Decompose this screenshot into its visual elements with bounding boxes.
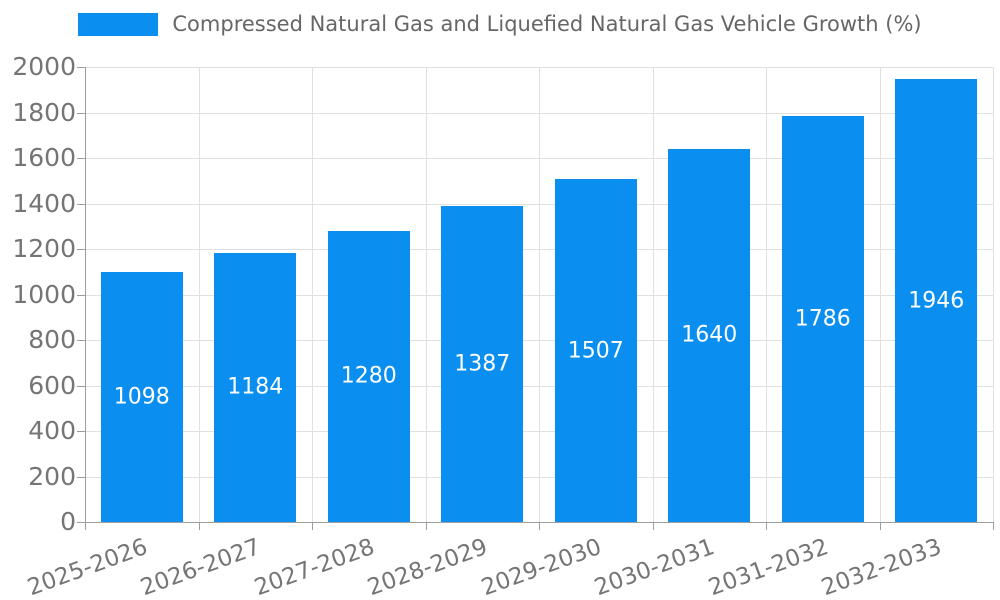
y-tick-label: 1200 (12, 234, 76, 263)
x-axis-tick (766, 522, 767, 530)
bar[interactable]: 1507 (554, 179, 637, 522)
x-gridline (993, 67, 994, 522)
bar[interactable]: 1640 (668, 148, 751, 522)
bar-value-label: 1507 (567, 338, 624, 364)
legend-label: Compressed Natural Gas and Liquefied Nat… (172, 12, 922, 36)
y-axis-line (85, 67, 86, 522)
y-tick-label: 2000 (12, 52, 76, 81)
bar[interactable]: 1786 (781, 115, 864, 522)
bar-value-label: 1387 (454, 351, 511, 377)
x-axis-tick (425, 522, 427, 530)
y-axis-tick (77, 158, 85, 159)
x-axis-tick (993, 522, 994, 530)
y-tick-label: 200 (28, 461, 76, 491)
y-axis-tick (77, 385, 85, 387)
x-gridline (312, 67, 313, 522)
y-tick-label: 1800 (12, 97, 76, 127)
bar-value-label: 1280 (340, 363, 397, 389)
x-gridline (425, 67, 427, 522)
y-tick-label: 0 (60, 507, 76, 536)
bar[interactable]: 1280 (327, 230, 410, 522)
y-axis-tick (77, 67, 85, 68)
y-axis-tick (77, 294, 85, 296)
y-tick-label: 1000 (12, 279, 76, 309)
y-axis-tick (77, 112, 85, 114)
y-axis-tick (77, 476, 85, 478)
x-axis-line (85, 522, 994, 523)
y-tick-label: 800 (28, 325, 76, 354)
x-axis-tick (652, 522, 654, 530)
bar[interactable]: 1946 (895, 79, 978, 522)
x-gridline (766, 67, 767, 522)
y-axis-tick (77, 431, 85, 432)
bar-value-label: 1946 (908, 288, 965, 314)
legend-swatch (78, 12, 159, 36)
y-axis-tick (77, 340, 85, 341)
bar[interactable]: 1098 (100, 272, 183, 522)
x-axis-tick (879, 522, 881, 530)
bar-value-label: 1184 (227, 374, 284, 400)
y-axis-tick (77, 203, 85, 205)
legend-item[interactable]: Compressed Natural Gas and Liquefied Nat… (0, 12, 1000, 36)
bar-value-label: 1098 (113, 384, 170, 410)
x-axis-tick (539, 522, 540, 530)
y-axis-tick (77, 249, 85, 250)
y-tick-label: 1600 (12, 143, 76, 172)
y-tick-label: 600 (28, 370, 76, 400)
bar[interactable]: 1184 (214, 252, 297, 522)
x-gridline (652, 67, 654, 522)
x-axis-tick (198, 522, 200, 530)
y-tick-label: 400 (28, 416, 76, 445)
bar-value-label: 1640 (681, 322, 738, 348)
bar-value-label: 1786 (794, 306, 851, 332)
x-axis-tick (312, 522, 313, 530)
y-axis-tick (77, 522, 85, 523)
x-axis-tick (85, 522, 86, 530)
bar[interactable]: 1387 (441, 206, 524, 522)
x-gridline (539, 67, 540, 522)
x-gridline (198, 67, 200, 522)
y-tick-label: 1400 (12, 188, 76, 218)
x-gridline (879, 67, 881, 522)
